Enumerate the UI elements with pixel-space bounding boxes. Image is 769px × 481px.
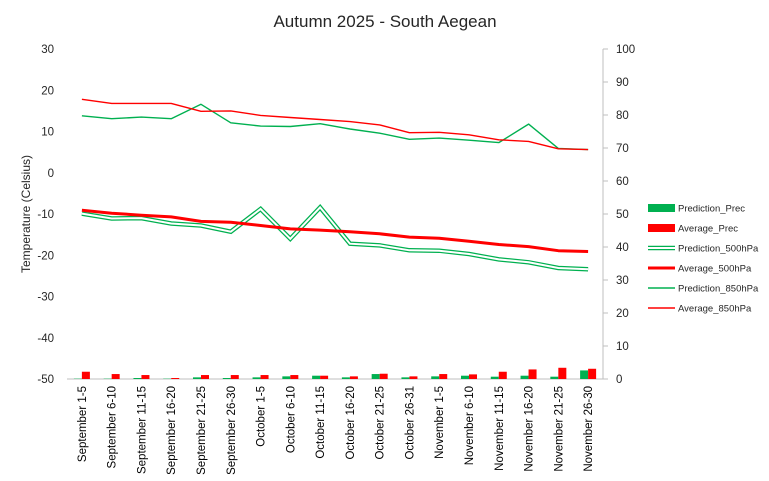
bar-prediction-prec xyxy=(550,376,559,379)
bar-prediction-prec xyxy=(282,376,291,379)
bar-average-prec xyxy=(290,375,299,379)
x-tick-label: September 1-5 xyxy=(77,386,89,462)
bar-prediction-prec xyxy=(520,375,529,379)
y-tick-label: 10 xyxy=(41,127,54,139)
bar-average-prec xyxy=(498,371,507,379)
bar-average-prec xyxy=(201,375,209,379)
secondary-y-tick-label: 10 xyxy=(616,341,629,353)
legend-prediction-prec-swatch xyxy=(648,204,675,212)
legend-average-500hpa-label: Average_500hPa xyxy=(678,264,752,275)
chart-title: Autumn 2025 - South Aegean xyxy=(273,12,496,31)
bar-average-prec xyxy=(409,376,418,379)
x-tick-label: October 21-25 xyxy=(375,386,387,460)
bar-average-prec xyxy=(260,375,269,379)
bar-average-prec xyxy=(349,376,358,379)
legend-average-850hpa-label: Average_850hPa xyxy=(678,304,752,315)
secondary-y-tick-label: 40 xyxy=(616,242,629,254)
bar-average-prec xyxy=(439,374,448,379)
secondary-y-tick-label: 20 xyxy=(616,308,629,320)
line-prediction-850hpa xyxy=(81,103,589,151)
x-tick-label: November 16-20 xyxy=(524,386,536,472)
temperature-lines xyxy=(81,98,589,272)
x-tick-label: November 1-5 xyxy=(434,386,446,459)
bar-average-prec xyxy=(469,374,477,379)
y-tick-label: -30 xyxy=(37,292,54,304)
precipitation-bars xyxy=(73,367,597,379)
bar-prediction-prec xyxy=(312,375,321,379)
bar-average-prec xyxy=(379,373,388,379)
bar-prediction-prec xyxy=(252,377,261,379)
line-prediction-500hpa-inner xyxy=(81,205,589,271)
y-axis-ticks: 30 20 10 0 -10 -20 -30 -40 -50 xyxy=(37,44,54,386)
bar-average-prec xyxy=(230,375,239,379)
y-tick-label: 0 xyxy=(48,168,54,180)
bar-average-prec xyxy=(558,367,567,379)
bar-average-prec xyxy=(141,375,150,379)
bar-average-prec xyxy=(111,374,120,379)
x-tick-label: September 11-15 xyxy=(136,386,148,474)
secondary-y-tick-label: 30 xyxy=(616,275,629,287)
secondary-y-tick-label: 60 xyxy=(616,176,629,188)
legend: Prediction_Prec Average_Prec Prediction_50… xyxy=(648,204,759,315)
legend-prediction-prec-label: Prediction_Prec xyxy=(678,204,745,215)
y-tick-label: -10 xyxy=(37,209,54,221)
x-tick-label: November 26-30 xyxy=(583,386,595,472)
bar-prediction-prec xyxy=(461,375,469,379)
bar-prediction-prec xyxy=(431,376,440,379)
x-tick-label: November 11-15 xyxy=(494,386,506,471)
x-axis-ticks: September 1-5 September 6-10 September 11-… xyxy=(77,386,595,475)
bar-prediction-prec xyxy=(222,378,231,379)
y-tick-label: -40 xyxy=(37,333,54,345)
x-tick-label: October 1-5 xyxy=(256,386,268,447)
secondary-y-tick-label: 70 xyxy=(616,143,629,155)
secondary-y-tick-label: 80 xyxy=(616,110,629,122)
secondary-y-tick-label: 90 xyxy=(616,77,629,89)
bar-average-prec xyxy=(528,369,537,379)
x-tick-label: October 6-10 xyxy=(285,386,297,453)
line-average-500hpa xyxy=(81,208,589,253)
y-tick-label: 30 xyxy=(41,44,54,56)
legend-average-prec-swatch xyxy=(648,224,675,232)
x-tick-label: September 16-20 xyxy=(166,386,178,475)
y-tick-label: 20 xyxy=(41,85,54,97)
x-tick-label: October 26-31 xyxy=(404,386,416,460)
bar-average-prec xyxy=(588,368,597,379)
bar-average-prec xyxy=(81,371,90,379)
bar-prediction-prec xyxy=(193,377,201,379)
bar-prediction-prec xyxy=(371,374,380,379)
secondary-y-tick-label: 50 xyxy=(616,209,629,221)
y-tick-label: -50 xyxy=(37,374,54,386)
x-tick-label: October 16-20 xyxy=(345,386,357,460)
bar-prediction-prec xyxy=(341,377,350,379)
legend-prediction-500hpa-label: Prediction_500hPa xyxy=(678,244,759,255)
bar-prediction-prec xyxy=(133,378,142,379)
x-tick-label: September 26-30 xyxy=(226,386,238,475)
bar-prediction-prec xyxy=(580,370,589,379)
x-tick-label: September 21-25 xyxy=(196,386,208,475)
bar-prediction-prec xyxy=(490,376,499,379)
bar-average-prec xyxy=(320,375,329,379)
bar-prediction-prec xyxy=(401,377,410,379)
secondary-y-tick-label: 0 xyxy=(616,374,622,386)
x-tick-label: September 6-10 xyxy=(107,386,119,468)
line-average-850hpa xyxy=(81,98,589,151)
secondary-y-tick-label: 100 xyxy=(616,44,635,56)
x-tick-label: November 21-25 xyxy=(553,386,565,472)
y-tick-label: -20 xyxy=(37,250,54,262)
y-axis-title: Temperature (Celsius) xyxy=(19,155,33,273)
legend-prediction-850hpa-label: Prediction_850hPa xyxy=(678,284,759,295)
x-tick-label: October 11-15 xyxy=(315,386,327,459)
bar-average-prec xyxy=(171,378,180,379)
x-tick-label: November 6-10 xyxy=(464,386,476,465)
legend-average-prec-label: Average_Prec xyxy=(678,224,738,235)
